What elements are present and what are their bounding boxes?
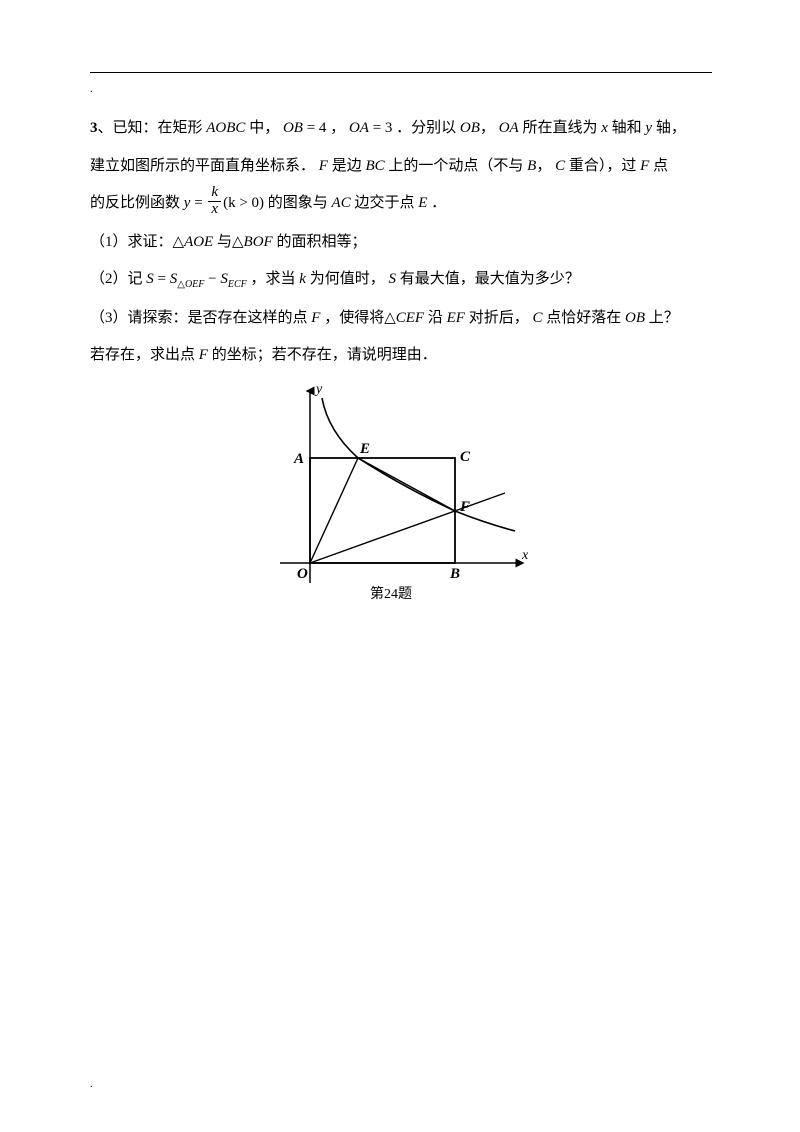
problem-number: 3 <box>90 120 98 136</box>
question-1: （1）求证：△AOE 与△BOF 的面积相等； <box>90 223 710 262</box>
question-3: （3）请探索：是否存在这样的点 F ，使得将△CEF 沿 EF 对折后， C 点… <box>90 299 710 338</box>
svg-text:E: E <box>359 441 370 457</box>
problem-line-3: 的反比例函数 y = kx(k > 0) 的图象与 AC 边交于点 E ． <box>90 185 710 223</box>
figure-container: y x A E C F O B 第24题 <box>90 383 710 618</box>
subscript-ECF: ECF <box>228 279 247 290</box>
svg-text:A: A <box>293 451 304 467</box>
svg-text:O: O <box>297 566 308 582</box>
svg-text:F: F <box>459 499 470 515</box>
top-horizontal-rule <box>90 72 712 73</box>
svg-text:x: x <box>521 548 529 563</box>
subscript-OEF: △OEF <box>177 279 204 290</box>
problem-line-1: 3、已知：在矩形 AOBC 中， OB = 4 ， OA = 3 ．分别以 OB… <box>90 110 710 148</box>
corner-dot-top: . <box>90 84 93 95</box>
question-3b: 若存在，求出点 F 的坐标；若不存在，请说明理由． <box>90 337 710 375</box>
page-content: 3、已知：在矩形 AOBC 中， OB = 4 ， OA = 3 ．分别以 OB… <box>0 0 800 668</box>
svg-text:y: y <box>314 383 323 397</box>
svg-text:第24题: 第24题 <box>370 585 412 602</box>
svg-text:B: B <box>449 566 460 582</box>
geometry-figure: y x A E C F O B 第24题 <box>260 383 540 613</box>
fraction-k-over-x: kx <box>208 185 221 218</box>
svg-text:C: C <box>460 449 471 465</box>
corner-dot-bottom: . <box>90 1079 93 1090</box>
question-2: （2）记 S = S△OEF − SECF ，求当 k 为何值时， S 有最大值… <box>90 261 710 299</box>
problem-line-2: 建立如图所示的平面直角坐标系． F 是边 BC 上的一个动点（不与 B， C 重… <box>90 148 710 186</box>
